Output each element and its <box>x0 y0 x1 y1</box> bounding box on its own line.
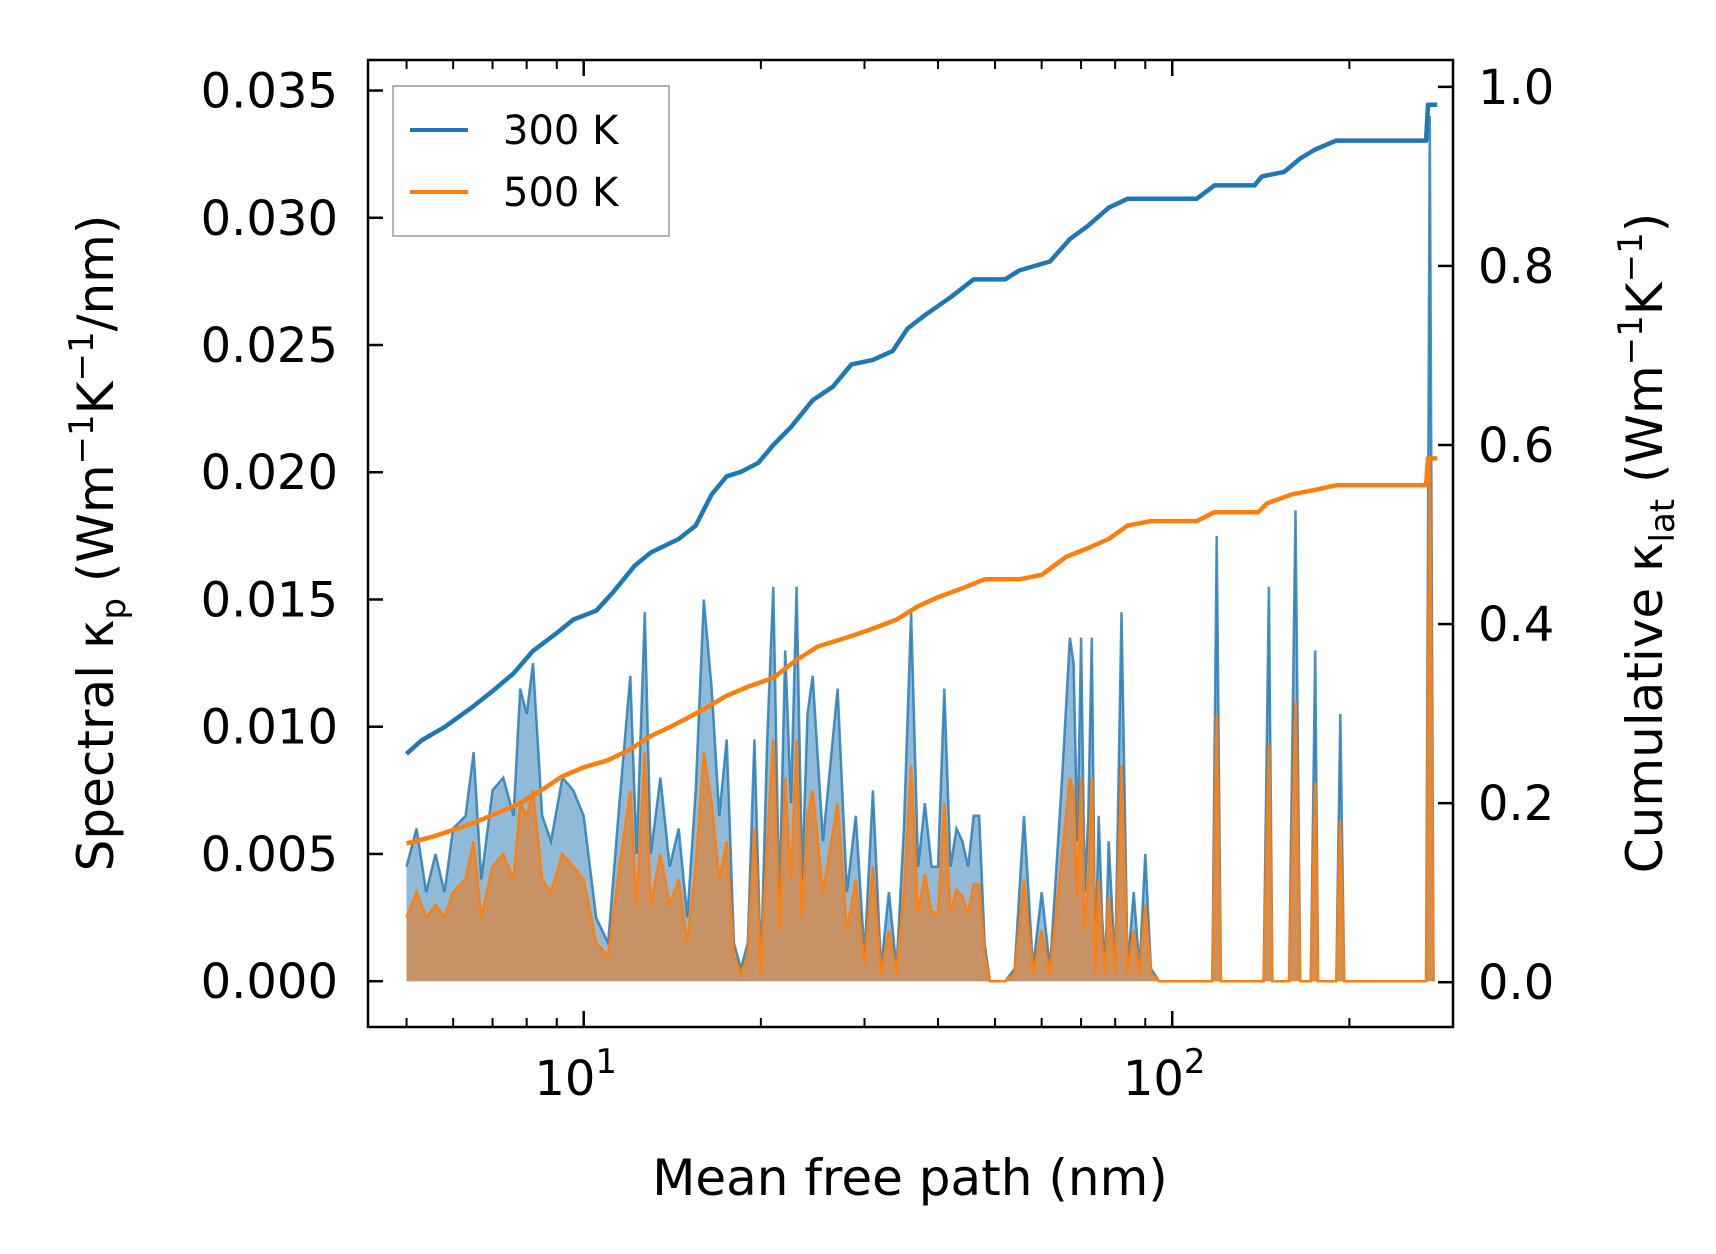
left-y-tick-label: 0.030 <box>201 191 338 247</box>
spectral-fill-500k <box>406 459 1434 982</box>
right-y-tick-label: 0.4 <box>1478 597 1554 653</box>
spectral-line-500k <box>405 459 1435 983</box>
right-y-tick-label: 0.0 <box>1478 955 1554 1011</box>
x-tick-label: 102 <box>1123 1042 1206 1107</box>
spectral-fills <box>405 115 1435 983</box>
left-y-tick-label: 0.025 <box>201 318 338 374</box>
legend-label-300k: 300 K <box>503 108 620 154</box>
right-y-tick-label: 0.2 <box>1478 776 1554 832</box>
left-y-tick-label: 0.015 <box>201 572 338 628</box>
right-axis-label: Cumulative κlat (Wm−1K−1) <box>1611 213 1683 873</box>
x-tick-label: 101 <box>534 1042 617 1107</box>
series-lines <box>404 102 1438 846</box>
left-y-tick-label: 0.010 <box>201 700 338 756</box>
x-axis-label: Mean free path (nm) <box>652 1149 1168 1207</box>
cumulative-line-500k <box>405 456 1438 846</box>
spectral-line-300k <box>405 115 1435 983</box>
axis-ticks <box>368 60 1454 1027</box>
plot-frame <box>366 58 1455 1029</box>
legend-label-500k: 500 K <box>503 170 620 216</box>
cumulative-line-300k <box>404 102 1438 756</box>
left-axis-label: Spectral κp (Wm−1K−1/nm) <box>62 215 134 872</box>
legend: 300 K 500 K <box>392 85 670 237</box>
left-y-tick-label: 0.035 <box>201 64 338 120</box>
right-y-tick-label: 0.8 <box>1478 239 1554 295</box>
left-y-tick-label: 0.005 <box>201 827 338 883</box>
left-y-tick-label: 0.020 <box>201 445 338 501</box>
right-y-tick-label: 1.0 <box>1478 60 1554 116</box>
left-y-tick-label: 0.000 <box>201 954 338 1010</box>
right-y-tick-label: 0.6 <box>1478 418 1554 474</box>
tick-labels: 0.000 0.005 0.010 0.015 0.020 0.025 0.030 0.035… <box>201 60 1555 1107</box>
legend-box <box>392 85 670 237</box>
